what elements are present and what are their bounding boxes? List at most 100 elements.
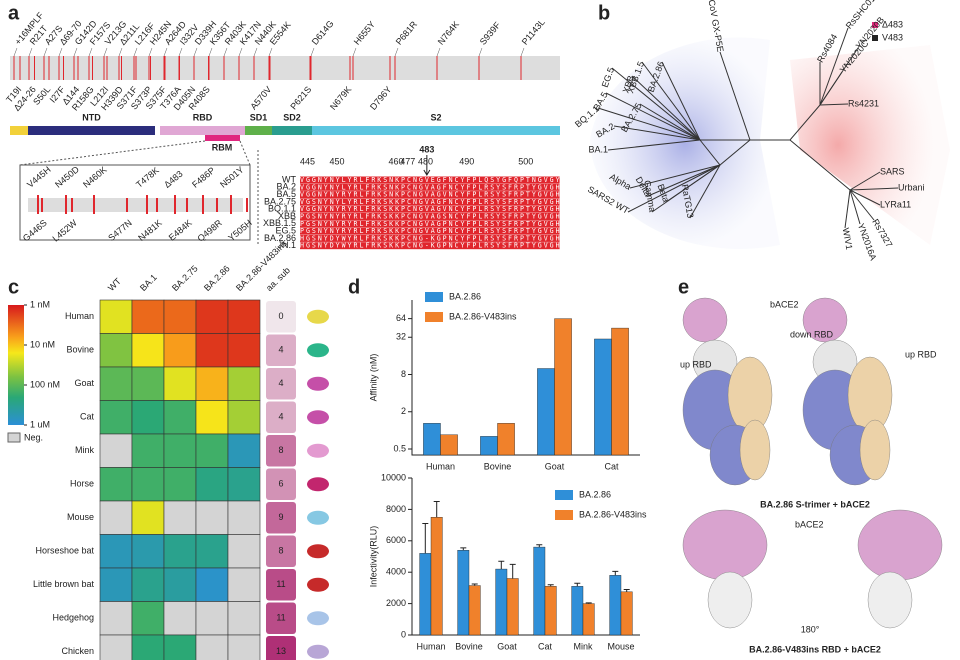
align-bg — [300, 234, 560, 242]
aa-value: 9 — [278, 512, 283, 522]
heat-cell — [227, 433, 261, 468]
zoom-label: N481K — [136, 218, 164, 243]
heat-cell — [195, 433, 229, 468]
protein-surface — [682, 297, 728, 343]
zoom-label: T478K — [134, 165, 161, 190]
domain-seg — [245, 126, 272, 135]
tree-branch — [605, 92, 701, 141]
panel-label: a — [8, 2, 20, 24]
mutation-leader — [73, 47, 78, 57]
error-bar — [509, 563, 516, 579]
align-bg — [300, 242, 560, 250]
y-tick-label: 32 — [396, 332, 406, 342]
column-label: BA.2.86 — [202, 263, 232, 293]
align-name: BA.5 — [276, 189, 296, 199]
y-tick-label: 64 — [396, 313, 406, 323]
animal-icon — [307, 611, 329, 626]
zoom-label: V445H — [25, 164, 53, 189]
heat-cell — [195, 467, 229, 502]
heat-cell — [163, 333, 197, 368]
mutation-label: A570V — [248, 84, 273, 111]
heat-cell — [163, 567, 197, 602]
error-bar — [574, 582, 581, 587]
bar — [582, 603, 595, 636]
heat-cell — [227, 567, 261, 602]
heat-cell — [131, 601, 165, 636]
x-tick-label: Cat — [604, 461, 619, 471]
mutation-leader — [88, 47, 93, 57]
heat-cell — [195, 534, 229, 569]
mutation-leader — [352, 47, 357, 57]
heat-cell — [227, 467, 261, 502]
mutation-leader — [268, 47, 273, 57]
bar — [611, 327, 629, 456]
mutation-leader — [133, 47, 138, 57]
animal-icon — [307, 510, 329, 525]
rbm-seg — [205, 135, 240, 141]
aa-value: 4 — [278, 412, 283, 422]
mutation-leader — [310, 47, 315, 57]
tree-branch — [661, 61, 701, 141]
heat-cell — [131, 467, 165, 502]
y-tick-label: 0.5 — [393, 443, 406, 453]
protein-surface — [802, 297, 848, 343]
error-bar — [433, 501, 440, 518]
heat-cell — [131, 366, 165, 401]
align-bg — [300, 205, 560, 213]
bar — [430, 517, 443, 636]
null-swatch — [7, 432, 21, 443]
aa-value: 4 — [278, 345, 283, 355]
heat-cell — [195, 634, 229, 660]
panel-label: b — [598, 2, 610, 24]
tree-branch — [849, 189, 881, 206]
row-label: Mouse — [67, 512, 94, 522]
protein-surface — [682, 509, 768, 581]
heat-cell — [99, 400, 133, 435]
align-pos: 445 — [300, 156, 315, 166]
bar — [440, 434, 458, 456]
domain-label: SD2 — [283, 112, 301, 122]
aa-value: 13 — [276, 646, 286, 656]
column-label: WT — [106, 276, 123, 293]
heat-cell — [99, 433, 133, 468]
align-bg — [300, 191, 560, 199]
heat-cell — [99, 601, 133, 636]
animal-icon — [307, 644, 329, 659]
zoom-label: N450D — [53, 164, 81, 190]
row-label: Human — [65, 311, 94, 321]
row-label: Chicken — [61, 646, 94, 656]
heat-cell — [227, 534, 261, 569]
error-bar — [460, 547, 467, 551]
zoom-label: Δ483 — [162, 169, 185, 190]
align-name: BA.2.75 — [264, 196, 296, 206]
mutation-label: D796Y — [368, 84, 393, 112]
x-tick-label: Human — [416, 641, 445, 651]
legend-label: BA.2.86 — [579, 489, 611, 499]
mutation-leader — [478, 47, 483, 57]
legend-swatch — [425, 312, 443, 322]
legend-label: BA.2.86-V483ins — [449, 311, 517, 321]
domain-seg — [28, 126, 155, 135]
row-label: Mink — [75, 445, 95, 455]
aa-value: 8 — [278, 445, 283, 455]
domain-seg — [10, 126, 28, 135]
heat-cell — [227, 366, 261, 401]
heat-cell — [227, 299, 261, 334]
heat-cell — [99, 366, 133, 401]
y-tick-label: 8 — [401, 369, 406, 379]
error-bar — [612, 570, 619, 576]
mutation-leader — [118, 47, 123, 57]
tree-branch — [719, 51, 751, 141]
row-label: Bovine — [66, 345, 94, 355]
panel-label: d — [348, 276, 360, 298]
heat-cell — [195, 601, 229, 636]
heat-cell — [227, 601, 261, 636]
align-bg — [300, 183, 560, 191]
tree-branch — [629, 164, 721, 189]
mutation-leader — [193, 47, 198, 57]
x-tick-label: Goat — [545, 461, 565, 471]
heat-cell — [131, 333, 165, 368]
bar — [419, 553, 432, 636]
aa-cell — [266, 636, 296, 660]
